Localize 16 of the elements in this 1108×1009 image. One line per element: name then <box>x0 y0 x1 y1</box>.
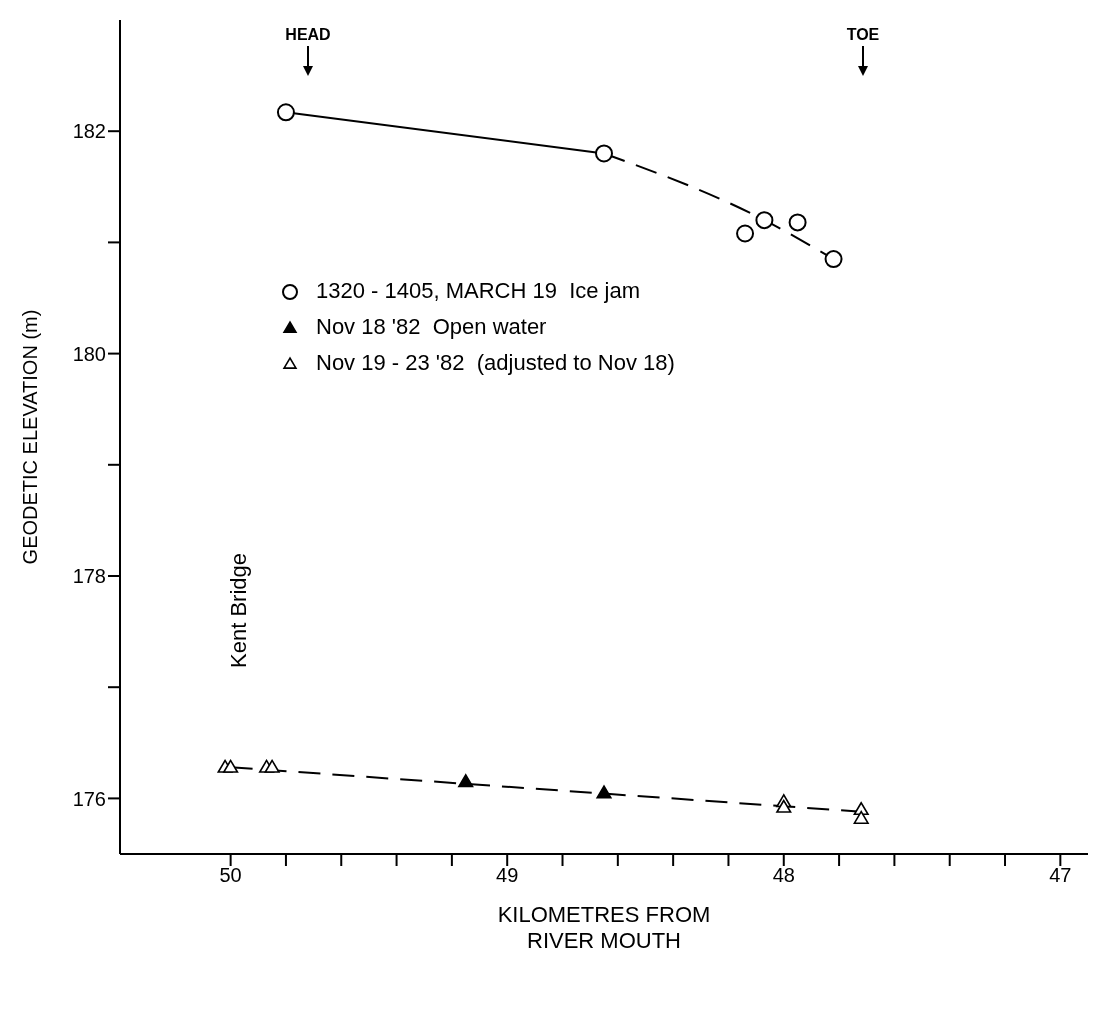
x-axis-title: KILOMETRES FROM RIVER MOUTH <box>496 902 712 954</box>
annotation: HEAD <box>284 26 332 44</box>
y-tick-label: 180 <box>72 342 106 365</box>
legend-label: Nov 19 - 23 '82 (adjusted to Nov 18) <box>316 350 675 376</box>
legend-label: 1320 - 1405, MARCH 19 Ice jam <box>316 278 641 304</box>
x-tick-label: 47 <box>1049 864 1072 887</box>
y-tick-label: 176 <box>72 787 106 810</box>
annotation: Kent Bridge <box>226 553 252 668</box>
y-tick-label: 182 <box>72 120 106 143</box>
x-tick-label: 50 <box>219 864 242 887</box>
annotation: TOE <box>845 26 881 44</box>
y-tick-label: 178 <box>72 565 106 588</box>
legend-label: Nov 18 '82 Open water <box>316 314 547 340</box>
x-tick-label: 49 <box>496 864 519 887</box>
x-tick-label: 48 <box>772 864 795 887</box>
y-axis-title: GEODETIC ELEVATION (m) <box>19 309 42 565</box>
